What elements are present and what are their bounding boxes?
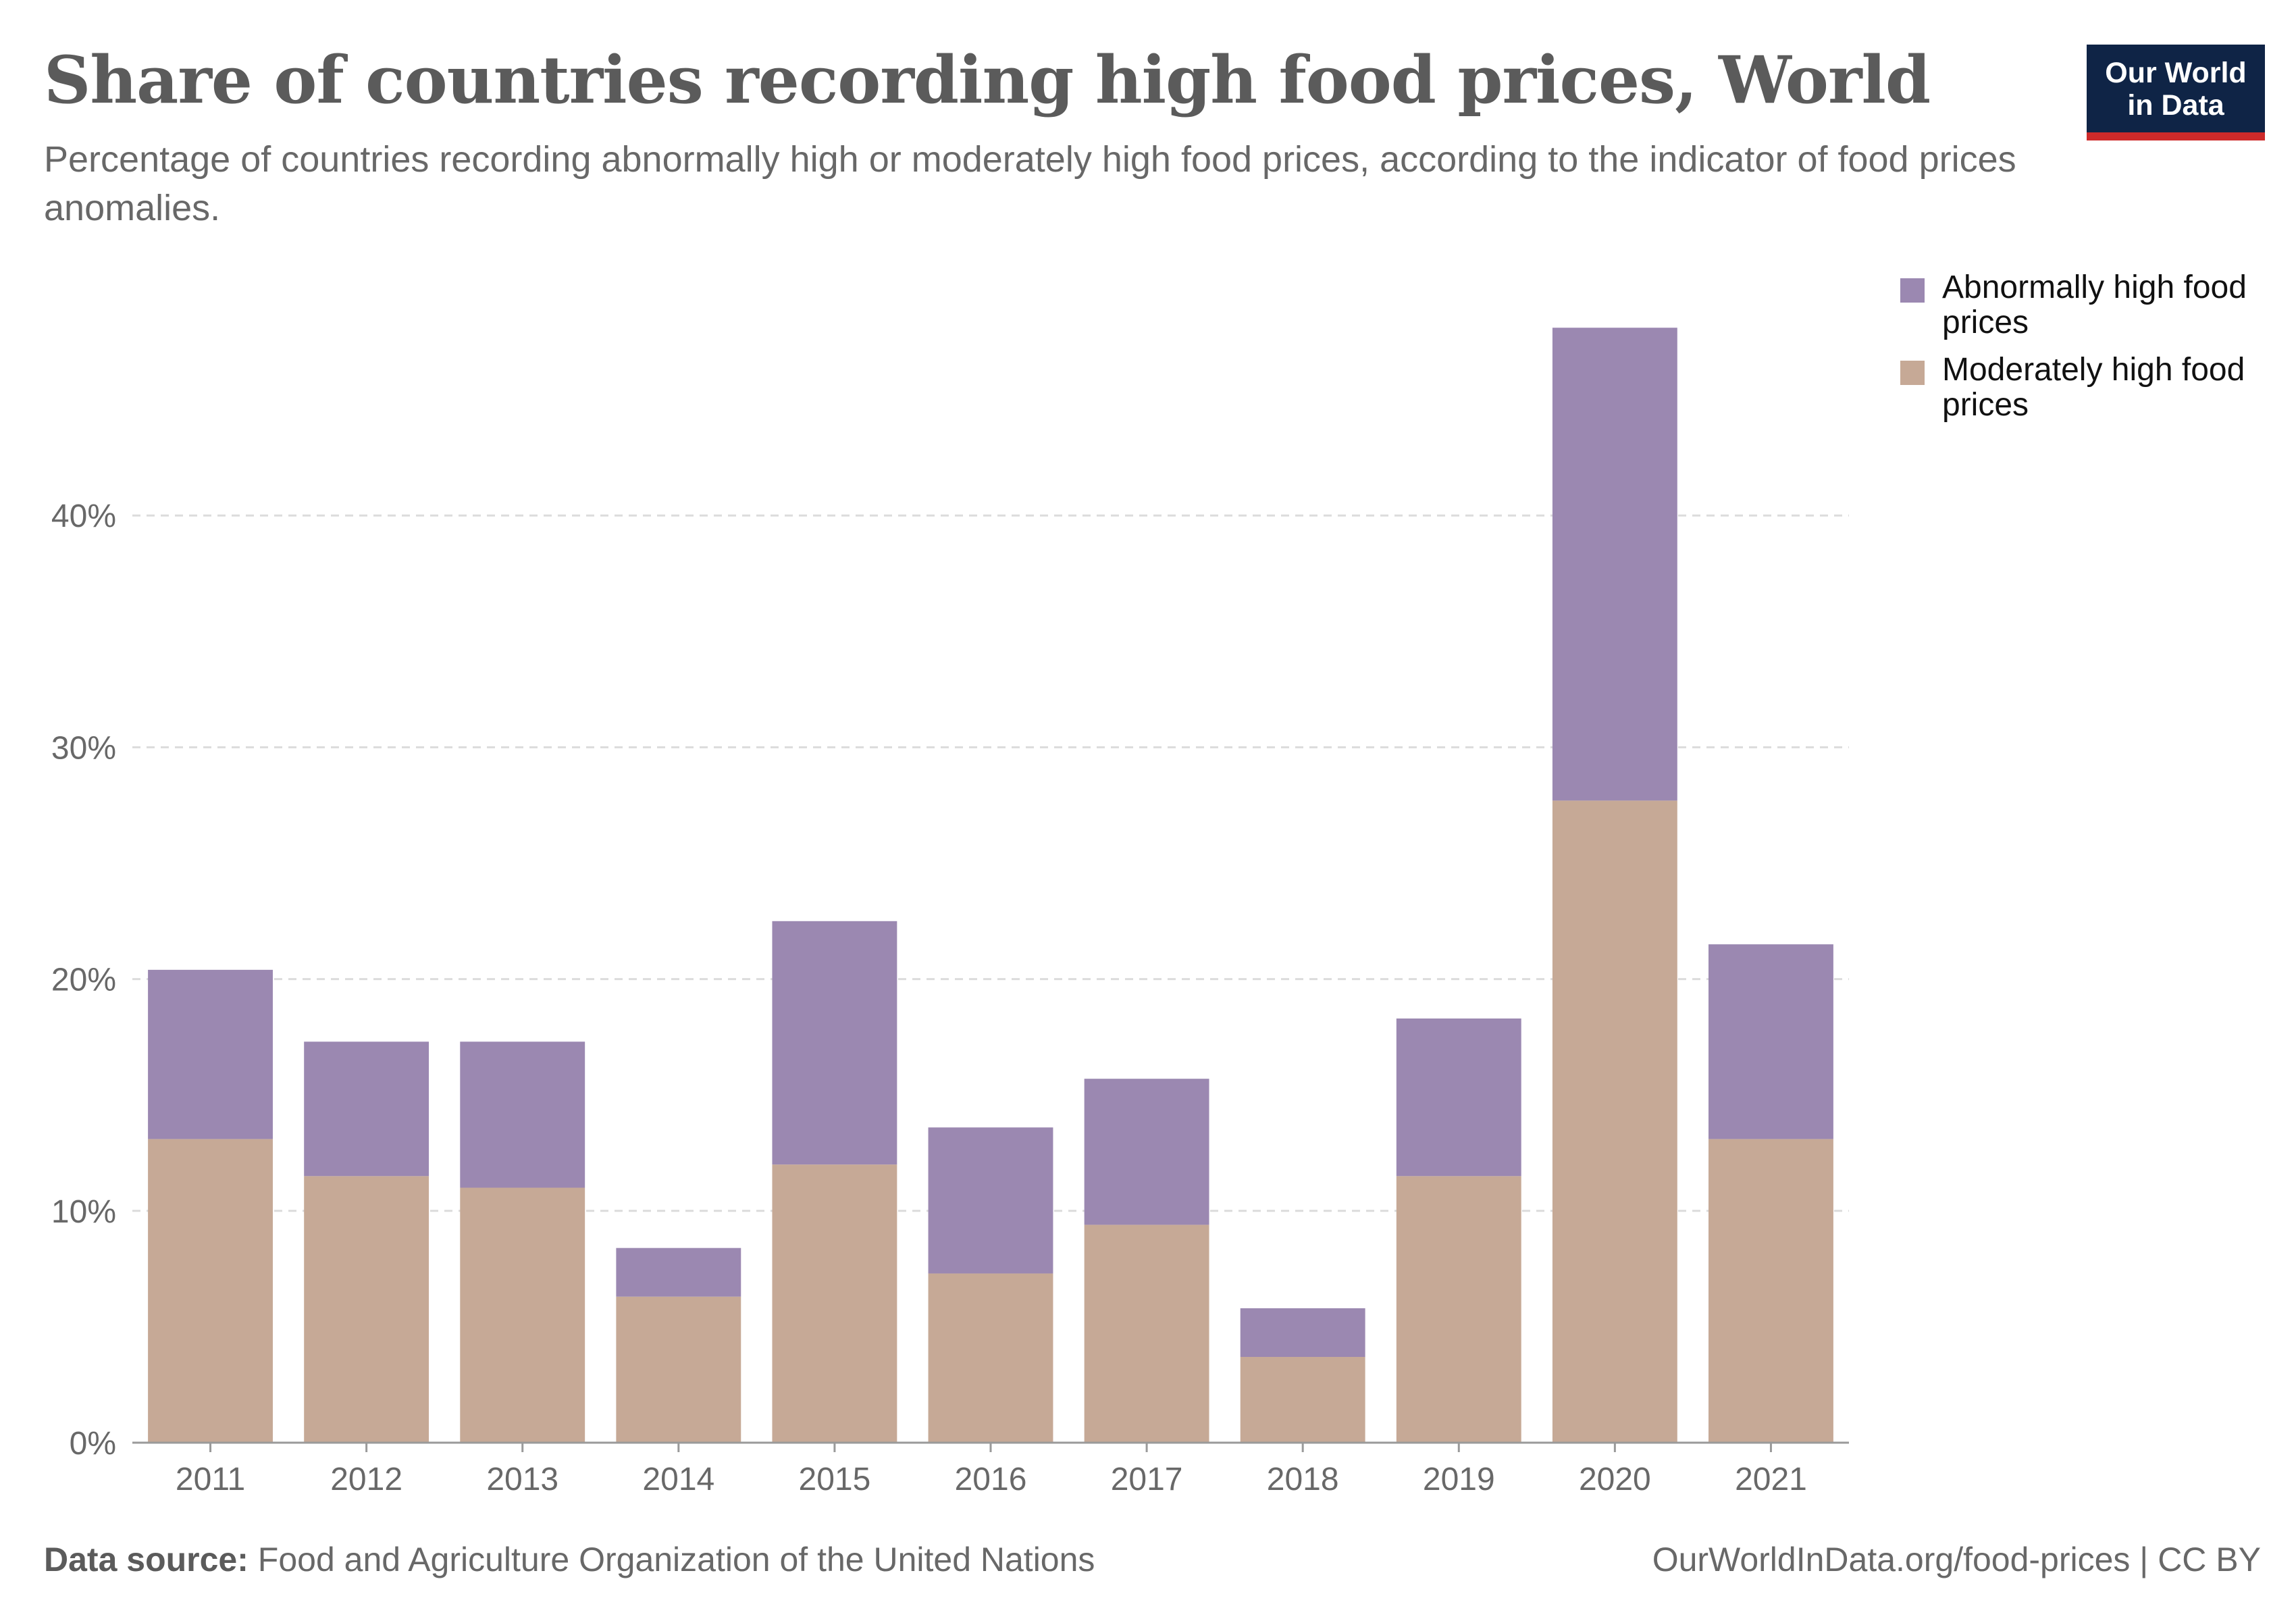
y-tick-label: 0% — [70, 1426, 116, 1462]
y-tick-label: 20% — [51, 962, 116, 998]
y-tick-label: 40% — [51, 498, 116, 534]
x-tick-label-2014: 2014 — [642, 1462, 714, 1497]
bar-moderately-high-2016[interactable] — [928, 1273, 1053, 1443]
bar-moderately-high-2020[interactable] — [1552, 800, 1677, 1443]
bar-abnormally-high-2021[interactable] — [1708, 944, 1833, 1139]
legend-swatch-abnormally-high — [1900, 278, 1925, 303]
bar-abnormally-high-2011[interactable] — [148, 969, 273, 1139]
y-tick-label: 30% — [51, 730, 116, 766]
x-axis-ticks: 2011 2012 2013 2014 2015 2016 2017 2018 2019 2020… — [176, 1443, 1807, 1497]
source-url[interactable]: OurWorldInData.org/food-prices | CC BY — [1652, 1541, 2261, 1578]
bars — [148, 328, 1833, 1443]
bar-abnormally-high-2014[interactable] — [616, 1247, 741, 1297]
bar-moderately-high-2019[interactable] — [1396, 1176, 1521, 1443]
bar-moderately-high-2012[interactable] — [304, 1176, 429, 1443]
legend: Abnormally high food prices Moderately h… — [1899, 270, 2277, 435]
bar-abnormally-high-2015[interactable] — [772, 921, 897, 1165]
bar-moderately-high-2015[interactable] — [772, 1164, 897, 1443]
data-source: Data source: Food and Agriculture Organi… — [44, 1540, 1095, 1579]
x-tick-label-2021: 2021 — [1735, 1462, 1807, 1497]
x-tick-label-2016: 2016 — [955, 1462, 1027, 1497]
data-source-label: Data source: — [44, 1541, 249, 1578]
x-tick-label-2015: 2015 — [799, 1462, 871, 1497]
data-source-text: Food and Agriculture Organization of the… — [257, 1541, 1095, 1578]
bar-abnormally-high-2013[interactable] — [460, 1041, 585, 1188]
legend-item-moderately-high[interactable]: Moderately high food prices — [1899, 353, 2277, 423]
chart-title: Share of countries recording high food p… — [44, 42, 1931, 118]
bar-moderately-high-2011[interactable] — [148, 1139, 273, 1443]
bar-moderately-high-2014[interactable] — [616, 1296, 741, 1443]
x-tick-label-2012: 2012 — [330, 1462, 402, 1497]
bar-abnormally-high-2012[interactable] — [304, 1041, 429, 1177]
x-tick-label-2019: 2019 — [1423, 1462, 1495, 1497]
bar-moderately-high-2018[interactable] — [1240, 1357, 1365, 1443]
owid-logo[interactable]: Our World in Data — [2087, 45, 2265, 140]
logo-line-1: Our World — [2105, 57, 2247, 89]
x-tick-label-2020: 2020 — [1579, 1462, 1651, 1497]
legend-swatch-moderately-high — [1900, 361, 1925, 385]
chart-subtitle: Percentage of countries recording abnorm… — [44, 139, 2016, 228]
bar-abnormally-high-2016[interactable] — [928, 1127, 1053, 1274]
legend-item-abnormally-high[interactable]: Abnormally high food prices — [1899, 270, 2277, 340]
logo-line-2: in Data — [2127, 89, 2224, 122]
y-axis-ticks: 0% 10% 20% 30% 40% — [51, 498, 116, 1462]
bar-abnormally-high-2020[interactable] — [1552, 328, 1677, 801]
x-tick-label-2011: 2011 — [176, 1462, 245, 1497]
bar-abnormally-high-2019[interactable] — [1396, 1018, 1521, 1177]
x-tick-label-2017: 2017 — [1111, 1462, 1183, 1497]
legend-label-moderately-high: Moderately high food prices — [1942, 352, 2245, 423]
x-tick-label-2013: 2013 — [486, 1462, 558, 1497]
bar-moderately-high-2021[interactable] — [1708, 1139, 1833, 1443]
bar-abnormally-high-2017[interactable] — [1084, 1079, 1209, 1225]
bar-abnormally-high-2018[interactable] — [1240, 1308, 1365, 1358]
bar-moderately-high-2013[interactable] — [460, 1187, 585, 1443]
bar-moderately-high-2017[interactable] — [1084, 1225, 1209, 1443]
legend-label-abnormally-high: Abnormally high food prices — [1942, 269, 2247, 340]
x-tick-label-2018: 2018 — [1267, 1462, 1339, 1497]
y-tick-label: 10% — [51, 1194, 116, 1230]
